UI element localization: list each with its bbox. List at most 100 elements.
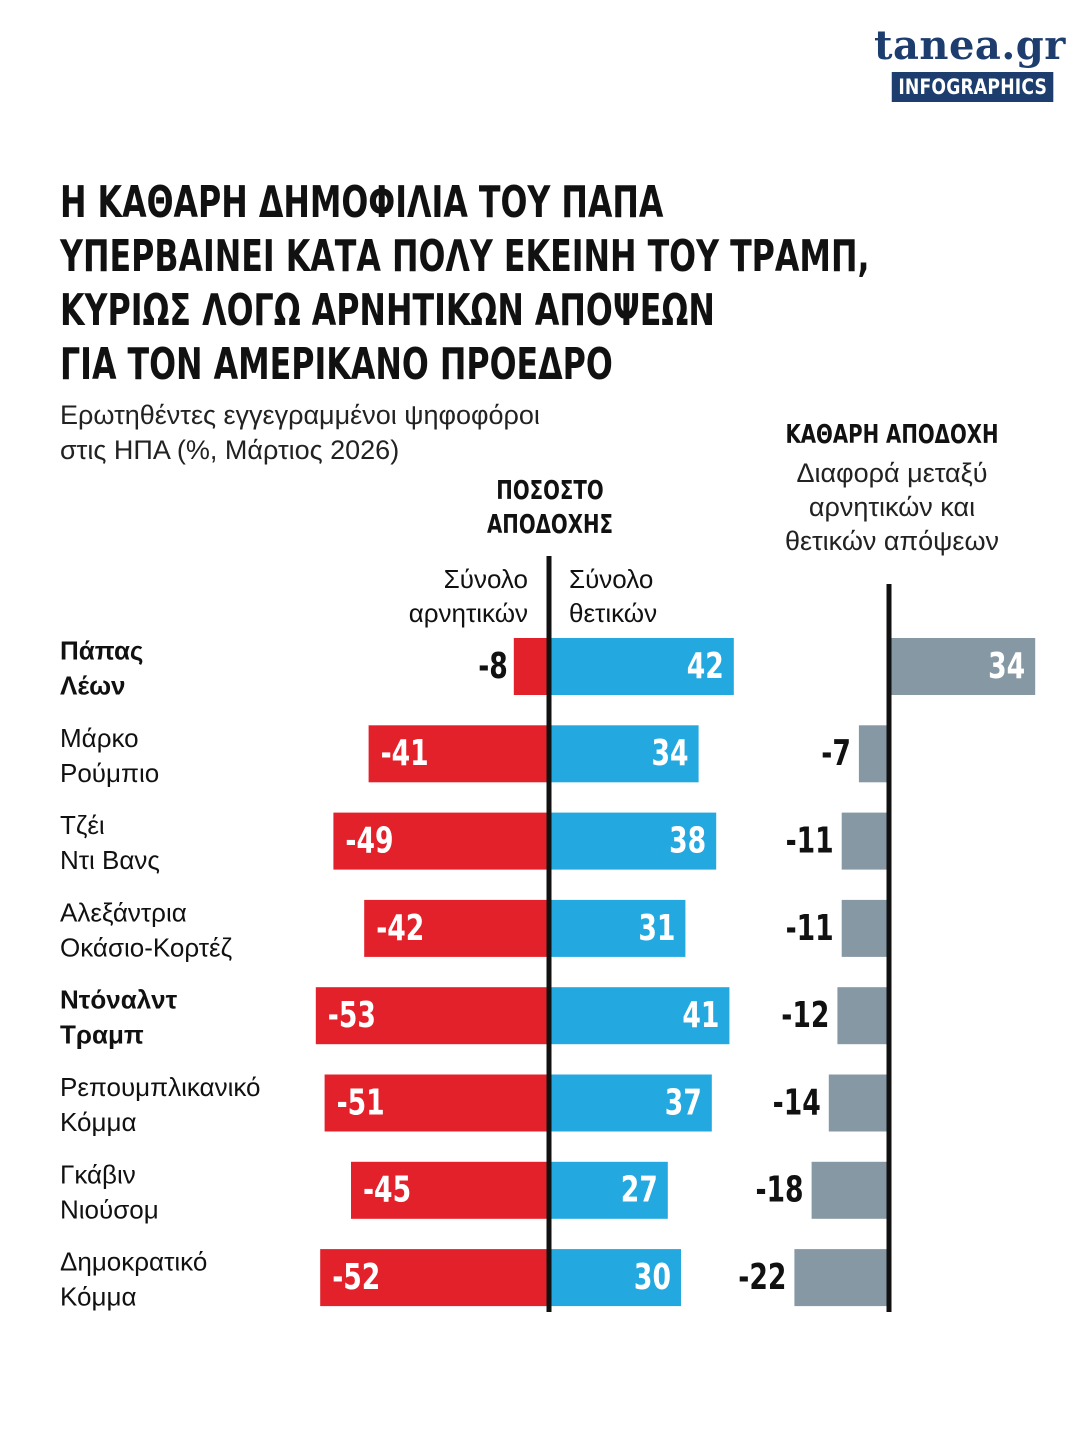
negative-bar — [368, 725, 549, 783]
negative-bar — [351, 1161, 549, 1219]
brand-logo: tanea.gr INFOGRAPHICS — [874, 22, 1066, 102]
net-header: ΚΑΘΑΡΗ ΑΠΟΔΟΧΗ — [785, 420, 999, 450]
net-value-label: -7 — [821, 733, 851, 774]
net-bar — [889, 638, 1036, 695]
positive-value-label-wrap: 42 — [687, 646, 724, 687]
row-label-line: Δημοκρατικό — [60, 1247, 207, 1277]
positive-value-label-wrap: 30 — [634, 1257, 671, 1298]
row-label: Γκάβιν Νιούσομ — [60, 1159, 159, 1224]
row-label-line: Λέων — [60, 671, 126, 701]
net-value-label: -18 — [755, 1170, 803, 1211]
negative-value-label-wrap: -53 — [328, 995, 376, 1036]
row-label-line: Τζέι — [60, 810, 105, 840]
negative-bar — [324, 1074, 549, 1132]
negative-column-label: Σύνολο αρνητικών — [408, 564, 528, 628]
negative-value-label: -49 — [345, 821, 393, 862]
negative-value-label-wrap: -45 — [363, 1170, 411, 1211]
net-value-label-wrap: 34 — [988, 646, 1025, 687]
net-axis — [886, 584, 892, 1312]
row-label-line: Γκάβιν — [60, 1159, 136, 1189]
row-label-line: Νιούσομ — [60, 1194, 159, 1224]
row-label: Πάπας Λέων — [60, 636, 143, 701]
positive-value-label: 34 — [652, 733, 689, 774]
title-line-1: Η ΚΑΘΑΡΗ ΔΗΜΟΦΙΛΙΑ ΤΟΥ ΠΑΠΑ — [60, 177, 664, 228]
positive-value-label-wrap: 34 — [652, 733, 689, 774]
approval-header: ΠΟΣΟΣΤΟ ΑΠΟΔΟΧΗΣ — [487, 476, 613, 540]
positive-value-label: 42 — [687, 646, 724, 687]
net-bar — [858, 725, 889, 783]
title-line-4: ΓΙΑ ΤΟΝ ΑΜΕΡΙΚΑΝΟ ΠΡΟΕΔΡΟ — [60, 339, 613, 390]
net-value-label-wrap: -12 — [781, 995, 829, 1036]
approval-axis — [546, 556, 552, 1312]
net-value-label-wrap: -18 — [755, 1170, 803, 1211]
brand-tag: INFOGRAPHICS — [891, 72, 1054, 102]
net-bar — [794, 1249, 889, 1307]
positive-bar — [549, 987, 730, 1045]
negative-value-label-wrap: -42 — [376, 908, 424, 949]
positive-bar — [549, 725, 699, 783]
positive-value-label: 37 — [665, 1083, 702, 1124]
positive-value-label-wrap: 27 — [621, 1170, 658, 1211]
row-label-line: Κόμμα — [60, 1107, 136, 1137]
negative-value-label: -41 — [381, 733, 429, 774]
net-value-label: 34 — [988, 646, 1025, 687]
negative-bar — [333, 812, 549, 870]
row-label: Αλεξάντρια Οκάσιο-Κορτέζ — [60, 897, 232, 962]
row-label: Ρεπουμπλικανικό Κόμμα — [60, 1072, 261, 1137]
chart-title: Η ΚΑΘΑΡΗ ΔΗΜΟΦΙΛΙΑ ΤΟΥ ΠΑΠΑ ΥΠΕΡΒΑΙΝΕΙ Κ… — [60, 176, 870, 392]
positive-value-label: 27 — [621, 1170, 658, 1211]
row-label-line: Μάρκο — [60, 723, 139, 753]
positive-bar — [549, 1249, 681, 1307]
negative-bar — [320, 1249, 549, 1307]
positive-value-label-wrap: 38 — [669, 821, 706, 862]
positive-bar — [549, 1161, 668, 1219]
positive-value-label: 31 — [638, 908, 675, 949]
row-label-line: Αλεξάντρια — [60, 897, 187, 927]
net-value-label: -11 — [786, 908, 834, 949]
net-bar — [841, 899, 889, 957]
net-bar — [811, 1161, 889, 1219]
row-label-line: Κόμμα — [60, 1282, 136, 1312]
net-value-label-wrap: -11 — [786, 908, 834, 949]
positive-bar — [549, 812, 717, 870]
net-bar — [828, 1074, 889, 1132]
row-label-line: Ρούμπιο — [60, 758, 159, 788]
negative-value-label-wrap: -49 — [345, 821, 393, 862]
positive-value-label-wrap: 41 — [682, 995, 719, 1036]
brand-name: tanea.gr — [874, 22, 1066, 69]
net-value-label: -12 — [781, 995, 829, 1036]
row-label-line: Ντι Βανς — [60, 845, 160, 875]
net-value-label-wrap: -7 — [821, 733, 851, 774]
row-label-line: Τραμπ — [60, 1020, 144, 1050]
negative-value-label: -53 — [328, 995, 376, 1036]
net-bar — [837, 987, 889, 1045]
positive-bar — [549, 899, 686, 957]
positive-value-label: 30 — [634, 1257, 671, 1298]
positive-value-label-wrap: 31 — [638, 908, 675, 949]
net-value-label: -14 — [773, 1083, 821, 1124]
title-line-3: ΚΥΡΙΩΣ ΛΟΓΩ ΑΡΝΗΤΙΚΩΝ ΑΠΟΨΕΩΝ — [60, 285, 715, 336]
positive-column-label: Σύνολο θετικών — [569, 564, 658, 628]
row-label-line: Ντόναλντ — [60, 985, 178, 1015]
negative-value-label-wrap: -51 — [337, 1083, 385, 1124]
net-value-label-wrap: -22 — [738, 1257, 786, 1298]
net-value-label: -22 — [738, 1257, 786, 1298]
net-value-label-wrap: -11 — [786, 821, 834, 862]
positive-bar — [549, 1074, 712, 1132]
row-label: Τζέι Ντι Βανς — [60, 810, 160, 875]
negative-value-label: -45 — [363, 1170, 411, 1211]
positive-value-label: 41 — [682, 995, 719, 1036]
row-label-line: Οκάσιο-Κορτέζ — [60, 932, 232, 962]
row-label: Μάρκο Ρούμπιο — [60, 723, 159, 788]
negative-bar — [513, 638, 549, 695]
positive-value-label: 38 — [669, 821, 706, 862]
row-label-line: Ρεπουμπλικανικό — [60, 1072, 261, 1102]
negative-value-label: -52 — [332, 1257, 380, 1298]
negative-bar — [364, 899, 549, 957]
negative-value-label-wrap: -41 — [381, 733, 429, 774]
row-label-line: Πάπας — [60, 636, 143, 666]
negative-value-label-wrap: -52 — [332, 1257, 380, 1298]
net-bar — [841, 812, 889, 870]
positive-value-label-wrap: 37 — [665, 1083, 702, 1124]
